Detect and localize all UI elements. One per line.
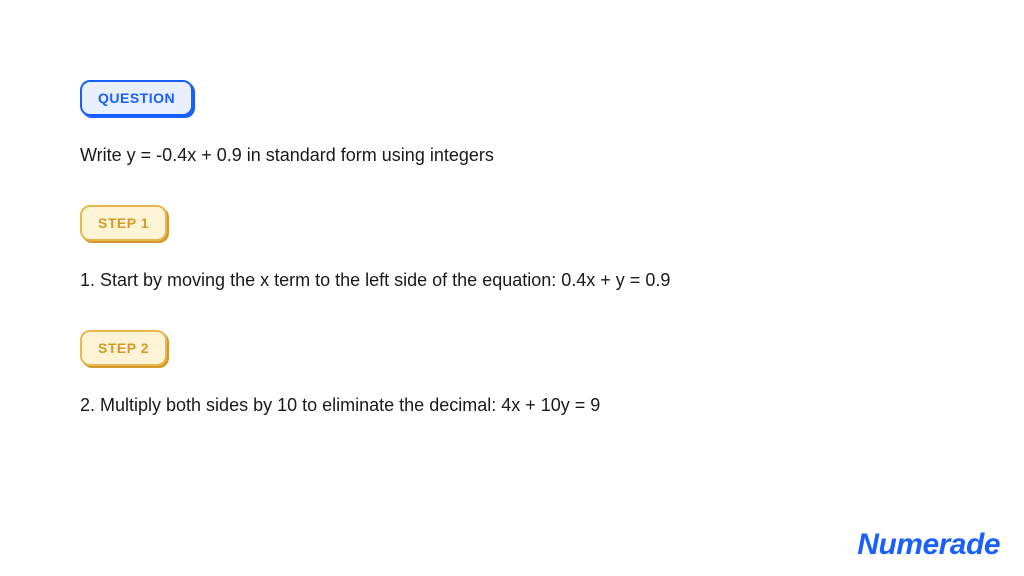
question-text: Write y = -0.4x + 0.9 in standard form u…: [80, 142, 944, 169]
step2-section: STEP 2 2. Multiply both sides by 10 to e…: [80, 330, 944, 419]
step1-section: STEP 1 1. Start by moving the x term to …: [80, 205, 944, 294]
question-section: QUESTION Write y = -0.4x + 0.9 in standa…: [80, 80, 944, 169]
step2-badge-label: STEP 2: [98, 340, 149, 356]
question-badge: QUESTION: [80, 80, 193, 116]
logo-text: Numerade: [857, 528, 1000, 561]
step1-text: 1. Start by moving the x term to the lef…: [80, 267, 944, 294]
step1-badge: STEP 1: [80, 205, 167, 241]
content-container: QUESTION Write y = -0.4x + 0.9 in standa…: [0, 0, 1024, 419]
question-badge-label: QUESTION: [98, 90, 175, 106]
step1-badge-label: STEP 1: [98, 215, 149, 231]
step2-badge: STEP 2: [80, 330, 167, 366]
numerade-logo: Numerade: [857, 528, 1000, 562]
step2-text: 2. Multiply both sides by 10 to eliminat…: [80, 392, 944, 419]
